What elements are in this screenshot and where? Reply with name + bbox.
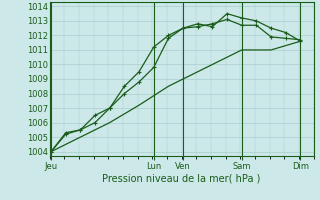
X-axis label: Pression niveau de la mer( hPa ): Pression niveau de la mer( hPa ) xyxy=(102,173,261,183)
